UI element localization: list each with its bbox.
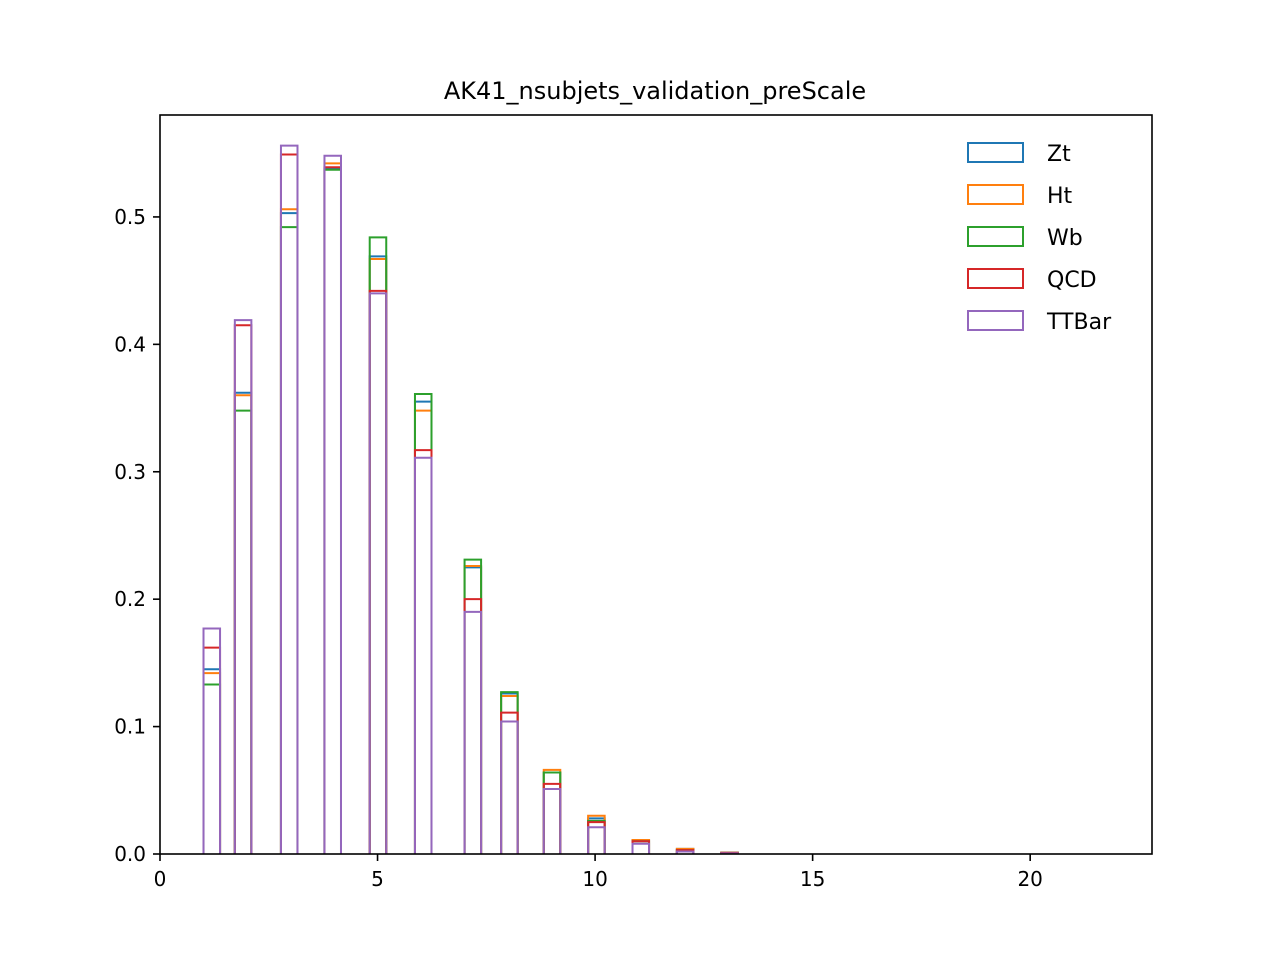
axes: 0 5 10 15 20 0.0 0.1 0.2 0.3 0.4 0.5 — [114, 114, 1153, 891]
bar-ttbar-8 — [542, 788, 562, 854]
legend-swatch-wb — [967, 226, 1024, 247]
legend-label-ht: Ht — [1047, 184, 1073, 209]
legend-swatch-zt — [967, 142, 1024, 163]
bar-ttbar-10 — [631, 842, 651, 854]
bar-ttbar-1 — [233, 319, 253, 854]
bar-ttbar-7 — [500, 720, 519, 854]
chart-title: AK41_nsubjets_validation_preScale — [444, 77, 866, 105]
series-ttbar — [202, 144, 739, 855]
legend-swatch-ht — [967, 184, 1024, 205]
legend-label-zt: Zt — [1047, 142, 1071, 167]
x-tick-label: 0 — [154, 867, 167, 891]
bar-ttbar-0 — [202, 627, 222, 854]
plot-frame — [159, 114, 1153, 855]
bar-ttbar-11 — [675, 850, 695, 854]
histogram-bars — [202, 144, 739, 855]
x-tick-label: 10 — [582, 867, 607, 891]
x-tick-label: 20 — [1017, 867, 1042, 891]
x-tick-label: 5 — [371, 867, 384, 891]
y-tick-label: 0.4 — [114, 332, 146, 356]
y-tick-label: 0.5 — [114, 205, 146, 229]
bar-ttbar-5 — [413, 456, 433, 854]
legend-label-wb: Wb — [1047, 226, 1083, 251]
legend-label-qcd: QCD — [1047, 268, 1097, 293]
y-tick-label: 0.1 — [114, 715, 146, 739]
legend-label-ttbar: TTBar — [1046, 310, 1112, 335]
bar-ttbar-9 — [587, 826, 606, 854]
y-tick-label: 0.0 — [114, 842, 146, 866]
bar-ttbar-2 — [279, 144, 299, 854]
y-tick-label: 0.3 — [114, 460, 146, 484]
bar-ttbar-6 — [463, 610, 483, 854]
legend: Zt Ht Wb QCD TTBar — [967, 142, 1112, 335]
y-tick-label: 0.2 — [114, 587, 146, 611]
legend-swatch-qcd — [967, 268, 1024, 289]
bar-ttbar-4 — [368, 292, 388, 854]
x-tick-label: 15 — [800, 867, 825, 891]
bar-ttbar-3 — [323, 154, 342, 854]
legend-swatch-ttbar — [967, 310, 1024, 331]
